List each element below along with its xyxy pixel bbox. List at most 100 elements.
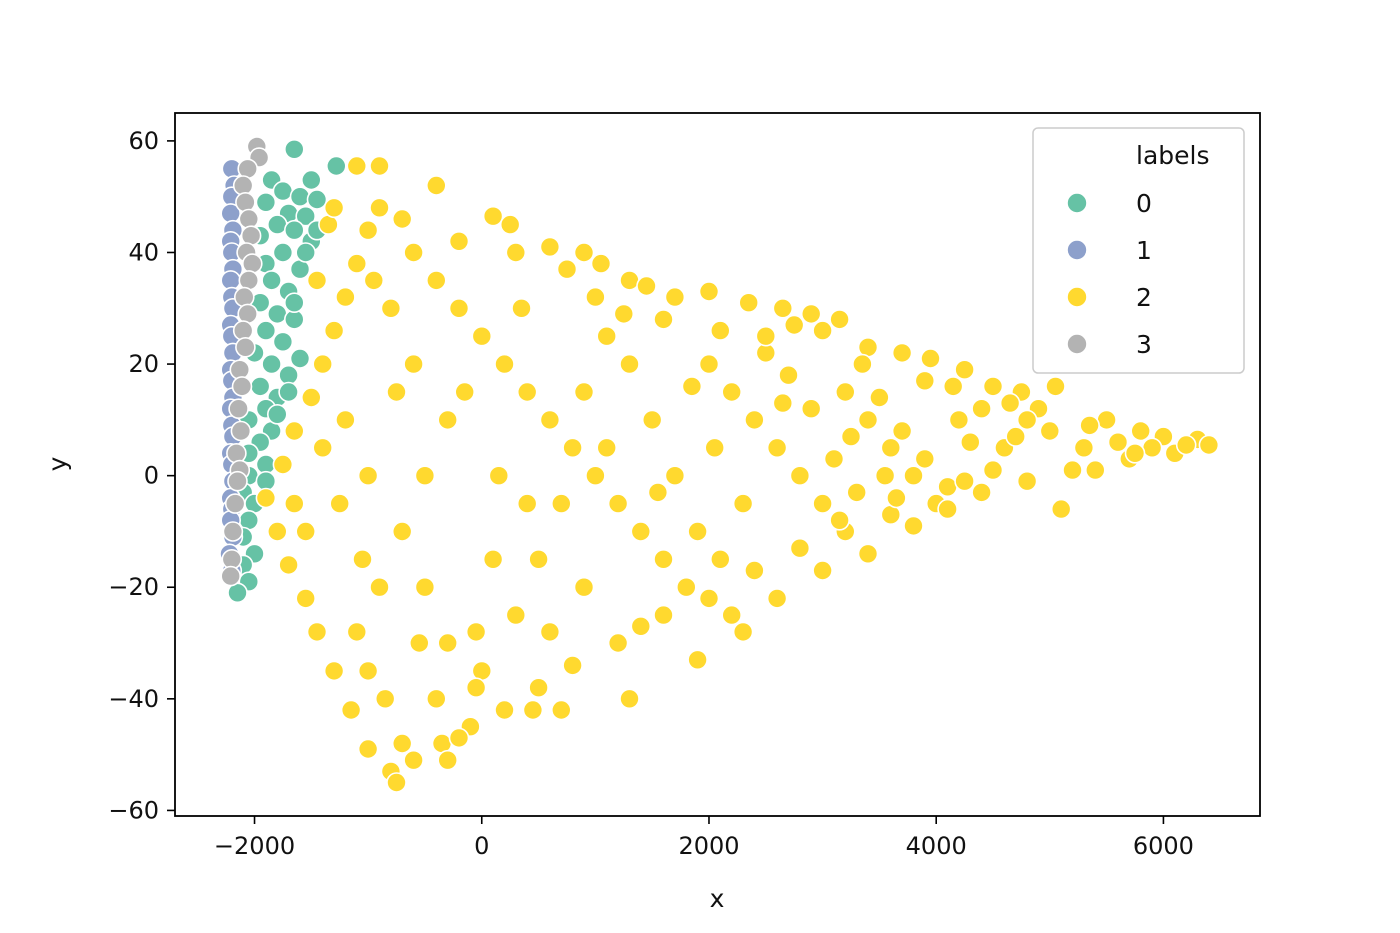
y-tick-label: 40 bbox=[128, 238, 159, 266]
point-label-2 bbox=[437, 749, 459, 771]
point-label-2 bbox=[834, 381, 856, 403]
y-tick-label: −20 bbox=[108, 573, 159, 601]
point-label-2 bbox=[505, 242, 527, 263]
x-tick-label: 2000 bbox=[678, 832, 739, 860]
point-label-0 bbox=[283, 139, 305, 160]
legend-label-0: 0 bbox=[1136, 189, 1152, 218]
point-label-2 bbox=[499, 214, 521, 235]
point-label-0 bbox=[283, 292, 305, 314]
point-label-0 bbox=[300, 169, 322, 191]
point-label-2 bbox=[323, 197, 345, 219]
point-label-2 bbox=[687, 649, 708, 671]
point-label-2 bbox=[954, 470, 975, 492]
point-label-2 bbox=[448, 231, 470, 252]
point-label-2 bbox=[335, 286, 356, 308]
point-label-2 bbox=[721, 604, 743, 626]
point-label-2 bbox=[386, 381, 407, 403]
point-label-3 bbox=[231, 376, 253, 397]
point-label-2 bbox=[283, 420, 305, 442]
legend-label-1: 1 bbox=[1136, 236, 1152, 265]
point-label-2 bbox=[920, 348, 941, 369]
point-label-2 bbox=[721, 381, 743, 403]
point-label-2 bbox=[482, 548, 504, 570]
point-label-3 bbox=[224, 493, 246, 514]
point-label-2 bbox=[448, 727, 470, 749]
point-label-2 bbox=[783, 314, 805, 336]
point-label-2 bbox=[886, 487, 907, 509]
point-label-2 bbox=[374, 688, 396, 710]
point-label-2 bbox=[959, 431, 981, 453]
point-label-2 bbox=[573, 576, 595, 598]
x-tick-label: 4000 bbox=[906, 832, 967, 860]
point-label-2 bbox=[942, 376, 964, 397]
point-label-2 bbox=[539, 621, 561, 643]
point-label-2 bbox=[664, 465, 686, 487]
point-label-2 bbox=[1107, 431, 1129, 453]
point-label-2 bbox=[516, 381, 538, 403]
point-label-2 bbox=[590, 253, 612, 274]
point-label-2 bbox=[329, 493, 351, 514]
point-label-2 bbox=[1096, 409, 1117, 431]
point-label-2 bbox=[982, 376, 1004, 397]
point-label-3 bbox=[238, 208, 260, 230]
point-label-2 bbox=[539, 236, 561, 258]
point-label-2 bbox=[573, 242, 595, 263]
point-label-2 bbox=[954, 359, 975, 381]
point-label-2 bbox=[698, 281, 720, 302]
point-label-2 bbox=[596, 437, 618, 459]
point-label-2 bbox=[698, 353, 720, 375]
legend-label-3: 3 bbox=[1136, 330, 1152, 359]
legend-entries: 0 1 2 3 bbox=[1066, 189, 1152, 359]
point-label-0 bbox=[255, 192, 277, 213]
point-label-2 bbox=[516, 493, 538, 514]
point-label-0 bbox=[325, 155, 347, 177]
point-label-2 bbox=[488, 465, 510, 487]
point-label-2 bbox=[437, 632, 459, 654]
point-label-2 bbox=[562, 437, 583, 459]
point-label-2 bbox=[641, 409, 663, 431]
point-label-2 bbox=[812, 320, 833, 341]
point-label-2 bbox=[903, 515, 924, 537]
point-label-2 bbox=[709, 548, 731, 570]
point-label-2 bbox=[357, 219, 379, 241]
plot-frame bbox=[174, 112, 1261, 817]
point-label-2 bbox=[363, 270, 385, 291]
point-label-2 bbox=[1141, 437, 1163, 459]
point-label-2 bbox=[539, 409, 561, 431]
legend-marker-0 bbox=[1066, 192, 1088, 214]
x-tick-label: −2000 bbox=[214, 832, 295, 860]
point-label-0 bbox=[306, 189, 328, 210]
point-label-0 bbox=[278, 381, 299, 403]
point-label-2 bbox=[380, 297, 402, 319]
point-label-2 bbox=[528, 548, 549, 570]
legend-label-2: 2 bbox=[1136, 283, 1152, 312]
point-label-2 bbox=[891, 420, 913, 442]
point-label-0 bbox=[289, 348, 311, 369]
point-label-2 bbox=[357, 738, 379, 760]
y-axis-label: y bbox=[43, 456, 72, 471]
point-label-2 bbox=[619, 270, 640, 291]
point-label-2 bbox=[789, 537, 811, 559]
point-label-2 bbox=[403, 749, 424, 771]
point-label-2 bbox=[1062, 459, 1083, 481]
point-label-2 bbox=[636, 275, 657, 297]
point-label-2 bbox=[266, 521, 288, 542]
point-label-2 bbox=[653, 604, 674, 626]
point-label-3 bbox=[235, 192, 256, 213]
point-label-2 bbox=[522, 699, 544, 721]
point-label-2 bbox=[255, 487, 277, 509]
point-label-3 bbox=[220, 565, 241, 587]
point-label-2 bbox=[1039, 420, 1061, 442]
legend-title: labels bbox=[1136, 141, 1210, 170]
point-label-2 bbox=[1050, 498, 1072, 520]
point-label-2 bbox=[653, 548, 674, 570]
point-label-2 bbox=[914, 370, 936, 392]
point-label-2 bbox=[999, 392, 1021, 414]
point-label-3 bbox=[235, 336, 256, 358]
point-label-2 bbox=[1198, 434, 1220, 456]
point-label-2 bbox=[312, 353, 334, 375]
point-label-2 bbox=[607, 632, 629, 654]
point-label-2 bbox=[800, 398, 822, 420]
point-label-3 bbox=[234, 286, 255, 308]
point-label-2 bbox=[874, 465, 896, 487]
